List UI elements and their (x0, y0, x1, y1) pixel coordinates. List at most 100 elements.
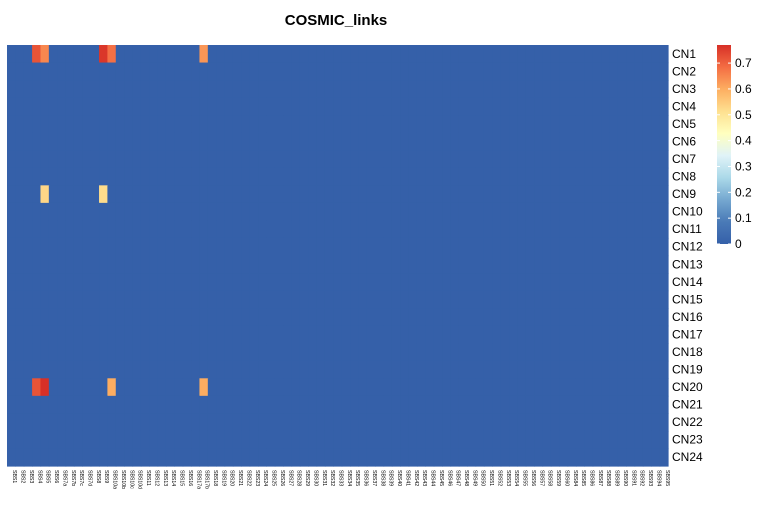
heatmap-cell-CN1-SBS33 (333, 45, 343, 64)
heatmap-cell-CN9-SBS59 (550, 185, 560, 204)
heatmap-cell-CN5-SBS43 (416, 115, 426, 134)
heatmap-cell-CN22-SBS31 (316, 413, 326, 432)
heatmap-cell-CN7-SBS18 (207, 150, 217, 169)
heatmap-cell-CN9-SBS41 (400, 185, 410, 204)
heatmap-cell-CN15-SBS25 (266, 290, 276, 309)
heatmap-cell-CN3-SBS21 (232, 80, 242, 99)
heatmap-cell-CN7-SBS27 (283, 150, 293, 169)
heatmap-cell-CN18-SBS4 (32, 343, 42, 362)
heatmap-cell-CN15-SBS19 (216, 290, 226, 309)
heatmap-cell-CN9-SBS6 (48, 185, 58, 204)
heatmap-cell-CN17-SBS10b (115, 325, 125, 344)
heatmap-cell-CN15-SBS53 (500, 290, 510, 309)
heatmap-cell-CN8-SBS45 (433, 167, 443, 186)
heatmap-cell-CN2-SBS43 (416, 62, 426, 81)
heatmap-cell-CN3-SBS2 (15, 80, 25, 99)
heatmap-cell-CN9-SBS25 (266, 185, 276, 204)
heatmap-cell-CN12-SBS21 (232, 237, 242, 257)
column-label: SBS22 (245, 470, 251, 486)
heatmap-cell-CN9-SBS56 (525, 185, 535, 204)
column-label: SBS49 (471, 470, 477, 486)
heatmap-cell-CN15-SBS30 (308, 290, 318, 309)
heatmap-cell-CN3-SBS93 (642, 80, 652, 99)
heatmap-cell-CN11-SBS92 (634, 220, 644, 239)
heatmap-cell-CN1-SBS23 (249, 45, 259, 64)
heatmap-cell-CN1-SBS17b (199, 45, 209, 64)
heatmap-cell-CN24-SBS44 (425, 448, 435, 467)
heatmap-cell-CN16-SBS87 (592, 308, 602, 327)
column-label: SBS88 (605, 470, 611, 486)
heatmap-cell-CN17-SBS93 (642, 325, 652, 344)
column-label: SBS59 (555, 470, 561, 486)
heatmap-cell-CN15-SBS12 (149, 290, 159, 309)
heatmap-cell-CN23-SBS2 (15, 430, 25, 450)
heatmap-cell-CN23-SBS27 (283, 430, 293, 450)
heatmap-cell-CN17-SBS33 (333, 325, 343, 344)
heatmap-cell-CN9-SBS17b (199, 185, 209, 204)
heatmap-cell-CN4-SBS24 (258, 97, 267, 116)
heatmap-cell-CN9-SBS10a (107, 185, 117, 204)
heatmap-cell-CN23-SBS21 (232, 430, 242, 450)
heatmap-cell-CN22-SBS7d (82, 413, 92, 432)
heatmap-cell-CN9-SBS18 (207, 185, 217, 204)
heatmap-cell-CN16-SBS39 (383, 308, 393, 327)
heatmap-cell-CN19-SBS38 (375, 360, 385, 379)
heatmap-cell-CN18-SBS7d (82, 343, 92, 362)
column-label: SBS44 (430, 470, 436, 486)
heatmap-cell-CN20-SBS11 (140, 378, 150, 397)
heatmap-cell-CN2-SBS7d (82, 62, 92, 81)
heatmap-cell-CN9-SBS3 (23, 185, 33, 204)
heatmap-cell-CN10-SBS7a (57, 202, 67, 222)
heatmap-cell-CN12-SBS46 (442, 237, 452, 257)
column-label: SBS48 (463, 470, 469, 486)
heatmap-cell-CN7-SBS89 (609, 150, 619, 169)
heatmap-cell-CN12-SBS17a (191, 237, 201, 257)
heatmap-cell-CN11-SBS18 (207, 220, 217, 239)
heatmap-cell-CN15-SBS39 (383, 290, 393, 309)
heatmap-cell-CN21-SBS33 (333, 395, 343, 414)
heatmap-cell-CN1-SBS84 (567, 45, 577, 64)
heatmap-cell-CN8-SBS17a (191, 167, 201, 186)
heatmap-cell-CN11-SBS17a (191, 220, 201, 239)
heatmap-cell-CN8-SBS1 (7, 167, 16, 186)
heatmap-cell-CN14-SBS7b (65, 273, 75, 292)
row-label: CN11 (672, 222, 702, 236)
heatmap-cell-CN2-SBS32 (324, 62, 334, 81)
heatmap-cell-CN7-SBS30 (308, 150, 318, 169)
heatmap-cell-CN10-SBS25 (266, 202, 276, 222)
heatmap-cell-CN11-SBS52 (492, 220, 502, 239)
heatmap-cell-CN23-SBS7b (65, 430, 75, 450)
heatmap-cell-CN11-SBS16 (182, 220, 192, 239)
heatmap-cell-CN7-SBS44 (425, 150, 435, 169)
heatmap-cell-CN22-SBS3 (23, 413, 33, 432)
heatmap-cell-CN5-SBS56 (525, 115, 535, 134)
heatmap-cell-CN14-SBS29 (299, 273, 309, 292)
heatmap-cell-CN16-SBS17b (199, 308, 209, 327)
column-label: SBS42 (413, 470, 419, 486)
heatmap-cell-CN19-SBS45 (433, 360, 443, 379)
heatmap-cell-CN12-SBS41 (400, 237, 410, 257)
heatmap-cell-CN22-SBS8 (90, 413, 100, 432)
heatmap-cell-CN10-SBS1 (7, 202, 16, 222)
heatmap-cell-CN1-SBS85 (575, 45, 585, 64)
heatmap-cell-CN9-SBS14 (165, 185, 175, 204)
heatmap-cell-CN16-SBS36 (358, 308, 368, 327)
heatmap-cell-CN5-SBS1 (7, 115, 16, 134)
heatmap-cell-CN3-SBS31 (316, 80, 326, 99)
heatmap-cell-CN20-SBS5 (40, 378, 50, 397)
heatmap-cell-CN24-SBS49 (467, 448, 477, 467)
heatmap-cell-CN13-SBS15 (174, 255, 184, 274)
heatmap-cell-CN24-SBS14 (165, 448, 175, 467)
heatmap-cell-CN19-SBS60 (559, 360, 569, 379)
heatmap-cell-CN20-SBS46 (442, 378, 452, 397)
heatmap-cell-CN21-SBS93 (642, 395, 652, 414)
row-label: CN15 (672, 292, 703, 306)
heatmap-cell-CN9-SBS34 (341, 185, 351, 204)
heatmap-cell-CN22-SBS38 (375, 413, 385, 432)
heatmap-cell-CN10-SBS31 (316, 202, 326, 222)
legend-tick-label: 0.7 (735, 56, 752, 70)
heatmap-cell-CN9-SBS91 (626, 185, 636, 204)
heatmap-cell-CN3-SBS30 (308, 80, 318, 99)
heatmap-cell-CN3-SBS51 (483, 80, 493, 99)
column-label: SBS86 (589, 470, 595, 486)
